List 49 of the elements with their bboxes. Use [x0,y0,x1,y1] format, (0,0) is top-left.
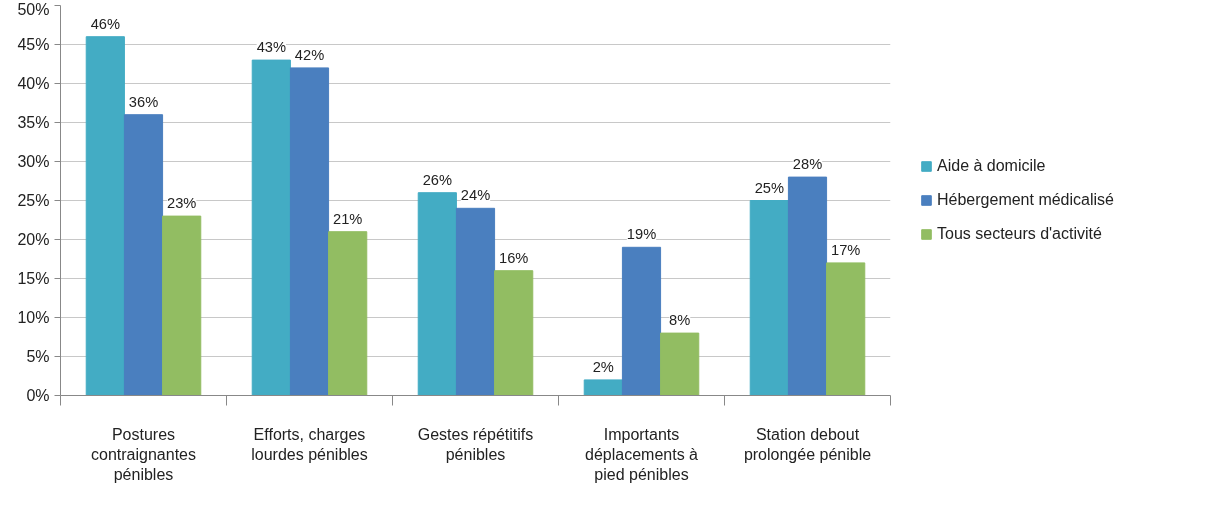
data-label: 42% [294,46,325,63]
bar [455,207,496,396]
y-tick-label: 20% [17,231,50,248]
bar [749,200,789,396]
data-label: 36% [128,93,159,110]
bar [417,192,457,396]
y-tick-label: 45% [17,36,50,53]
x-tick-label: Postures contraignantes pénibles [91,425,196,484]
x-tick-label: Importants déplacements à pied pénibles [585,425,699,484]
data-label: 43% [256,39,286,56]
bar [289,67,330,396]
data-label: 23% [167,195,197,212]
data-label: 26% [422,171,452,188]
bar [328,231,368,396]
data-label: 17% [831,241,861,258]
x-tick-label: Efforts, charges lourdes pénibles [251,425,368,463]
y-tick-label: 5% [26,348,50,365]
data-label: 46% [90,15,120,32]
bar [494,270,534,396]
bar [123,114,164,396]
legend-label: Aide à domicile [937,157,1046,175]
y-tick-label: 0% [26,387,50,404]
data-label: 24% [460,187,491,204]
bar [787,176,828,396]
y-tick-label: 35% [17,114,50,131]
bar [85,36,125,396]
bar [251,59,291,396]
data-label: 28% [792,156,823,173]
legend-label: Tous secteurs d'activité [937,225,1102,243]
data-label: 16% [499,249,529,266]
bar [826,262,866,396]
legend-label: Hébergement médicalisé [937,191,1114,209]
x-tick-label: Station debout prolongée pénible [743,425,872,463]
y-tick-label: 10% [17,309,50,326]
bar [583,379,623,396]
data-label: 19% [626,226,657,243]
y-tick-label: 40% [17,75,50,92]
data-label: 21% [333,210,363,227]
y-tick-label: 30% [17,153,50,170]
y-tick-label: 15% [17,270,50,287]
y-tick-label: 25% [17,192,50,209]
bar [660,332,700,396]
y-tick-label: 50% [17,0,50,18]
x-tick-label: Gestes répétitifs pénibles [417,425,534,463]
data-label: 8% [669,312,691,329]
bar [621,246,662,396]
data-label: 25% [754,179,784,196]
data-label: 2% [592,358,614,375]
bar [162,215,202,396]
